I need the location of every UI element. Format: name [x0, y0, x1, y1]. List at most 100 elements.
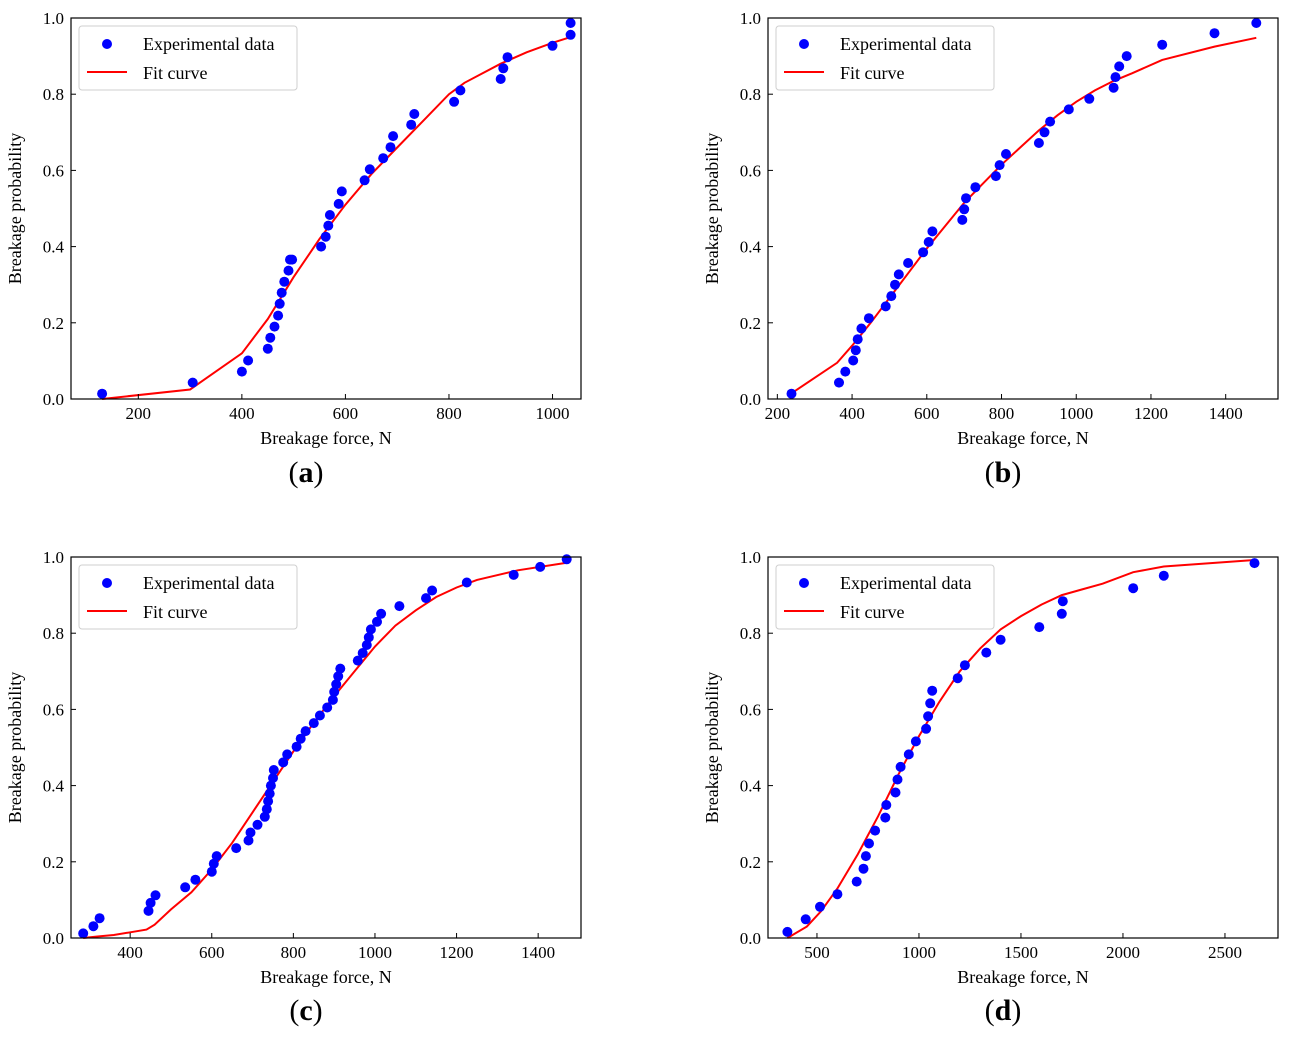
data-point [851, 876, 862, 887]
x-tick-label: 1400 [1209, 404, 1243, 423]
data-point [535, 561, 546, 572]
data-point [324, 210, 335, 220]
plot-frame [767, 17, 1279, 400]
data-point [860, 851, 871, 862]
data-point [863, 313, 874, 324]
x-axis-title: Breakage force, N [957, 428, 1088, 448]
data-point [895, 761, 906, 772]
data-point [97, 388, 108, 399]
x-tick-label: 500 [804, 943, 830, 962]
y-tick-label: 0.8 [740, 85, 761, 104]
data-point [252, 819, 263, 830]
data-point [335, 663, 346, 674]
data-point [388, 131, 399, 142]
data-point [864, 838, 874, 849]
data-point [970, 182, 981, 193]
fit-curve-line [101, 36, 571, 400]
data-point [1157, 39, 1168, 50]
data-point [150, 890, 161, 901]
data-point [336, 186, 347, 197]
y-tick-label: 0.8 [43, 624, 64, 643]
data-point [870, 825, 881, 836]
data-point [190, 874, 201, 885]
data-point [921, 723, 932, 734]
panel-label: (b) [985, 456, 1022, 489]
data-point [279, 276, 290, 287]
data-point [316, 241, 327, 252]
data-point [890, 279, 900, 290]
data-point [265, 780, 276, 791]
data-point [1121, 51, 1132, 62]
x-tick-label: 2000 [1106, 943, 1140, 962]
data-point [449, 96, 460, 107]
x-tick-label: 800 [436, 404, 462, 423]
data-point [959, 660, 970, 671]
y-tick-label: 1.0 [740, 9, 761, 28]
data-point [990, 171, 1001, 182]
panel-label: (a) [289, 456, 324, 489]
x-axis-title: Breakage force, N [957, 967, 1088, 987]
data-point [308, 718, 319, 729]
data-point [800, 914, 811, 925]
chart-panel-b: 200 400 600 800 1000 1200 1400 0.0 0.2 0.4 0.6 0.8 1… [702, 9, 1279, 489]
data-point [815, 901, 825, 912]
data-point [994, 160, 1005, 171]
legend-label-fit: Fit curve [840, 63, 905, 83]
data-point [848, 355, 859, 366]
x-tick-label: 1200 [440, 943, 474, 962]
y-tick-label: 0.0 [43, 390, 64, 409]
data-point [361, 640, 372, 650]
legend: Experimental data Fit curve [775, 564, 995, 630]
data-point [1056, 608, 1067, 619]
data-point [1001, 149, 1011, 159]
data-point [291, 741, 302, 752]
data-point [1110, 72, 1121, 83]
y-tick-label: 0.2 [740, 314, 761, 333]
data-point [327, 694, 338, 705]
y-tick-label: 0.8 [43, 85, 64, 104]
data-point [565, 29, 576, 40]
legend-box [78, 25, 298, 91]
data-point [394, 601, 405, 612]
data-point [320, 231, 331, 242]
data-point [364, 164, 375, 175]
legend-label-fit: Fit curve [840, 602, 905, 622]
data-point [1057, 596, 1068, 607]
data-point [372, 616, 382, 627]
data-point [910, 736, 921, 747]
legend-label-fit: Fit curve [143, 602, 208, 622]
data-point [295, 733, 306, 744]
legend-box [775, 25, 995, 91]
x-tick-label: 2500 [1208, 943, 1242, 962]
data-point [834, 377, 844, 388]
y-tick-label: 0.8 [740, 624, 761, 643]
data-point [927, 226, 938, 237]
x-tick-label: 400 [117, 943, 143, 962]
data-point [145, 897, 156, 908]
data-point [276, 287, 287, 298]
data-point [409, 109, 420, 119]
y-tick-label: 0.4 [740, 777, 762, 796]
y-tick-label: 1.0 [740, 548, 761, 567]
data-point [273, 310, 284, 321]
data-point [268, 765, 279, 775]
x-tick-label: 800 [281, 943, 307, 962]
data-point [850, 345, 861, 356]
data-point [282, 749, 293, 760]
x-tick-label: 1400 [521, 943, 555, 962]
x-tick-label: 400 [229, 404, 255, 423]
data-point [322, 702, 333, 713]
plot-frame [767, 556, 1279, 939]
y-tick-label: 1.0 [43, 548, 64, 567]
y-tick-label: 0.4 [43, 238, 65, 257]
data-point [981, 647, 992, 658]
data-point [333, 671, 344, 682]
plot-frame [70, 556, 582, 939]
data-point [461, 577, 472, 588]
x-tick-label: 1000 [902, 943, 936, 962]
x-tick-label: 600 [199, 943, 225, 962]
y-tick-label: 0.0 [740, 929, 761, 948]
chart-panel-a: 200 400 600 800 1000 0.0 0.2 0.4 0.6 0.8 1.0 Breaka… [5, 9, 582, 489]
x-tick-label: 200 [765, 404, 791, 423]
data-point [455, 85, 466, 96]
